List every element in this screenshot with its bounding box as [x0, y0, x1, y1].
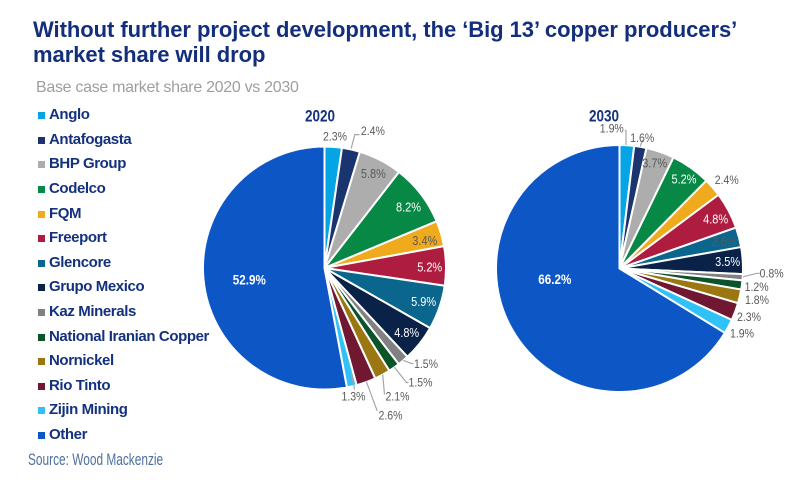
svg-text:1.8%: 1.8% — [745, 295, 769, 307]
svg-text:1.2%: 1.2% — [745, 282, 769, 294]
svg-text:2.3%: 2.3% — [737, 312, 761, 324]
svg-text:2.4%: 2.4% — [361, 126, 385, 138]
svg-text:5.8%: 5.8% — [361, 167, 386, 181]
svg-text:66.2%: 66.2% — [538, 271, 571, 287]
svg-text:3.4%: 3.4% — [412, 234, 437, 248]
svg-text:3.7%: 3.7% — [642, 156, 667, 170]
svg-text:1.6%: 1.6% — [630, 133, 654, 145]
svg-text:1.3%: 1.3% — [342, 392, 366, 404]
svg-text:4.8%: 4.8% — [703, 212, 728, 226]
svg-text:5.9%: 5.9% — [411, 295, 436, 309]
svg-text:52.9%: 52.9% — [233, 272, 266, 288]
svg-text:3.5%: 3.5% — [715, 255, 740, 269]
svg-text:1.5%: 1.5% — [414, 359, 438, 371]
svg-text:2.3%: 2.3% — [323, 132, 347, 144]
svg-text:1.5%: 1.5% — [409, 378, 433, 390]
svg-text:1.9%: 1.9% — [600, 124, 624, 136]
svg-text:5.2%: 5.2% — [672, 173, 697, 187]
svg-text:2030: 2030 — [589, 107, 619, 126]
svg-text:8.2%: 8.2% — [396, 201, 421, 215]
svg-text:2020: 2020 — [305, 107, 335, 126]
svg-text:2.4%: 2.4% — [715, 175, 739, 187]
svg-text:2.6%: 2.6% — [379, 411, 403, 423]
svg-text:2.6%: 2.6% — [712, 235, 737, 249]
svg-text:2.1%: 2.1% — [386, 392, 410, 404]
svg-text:0.8%: 0.8% — [760, 268, 784, 280]
svg-text:1.9%: 1.9% — [730, 329, 754, 341]
svg-text:4.8%: 4.8% — [394, 326, 419, 340]
svg-text:5.2%: 5.2% — [417, 260, 442, 274]
